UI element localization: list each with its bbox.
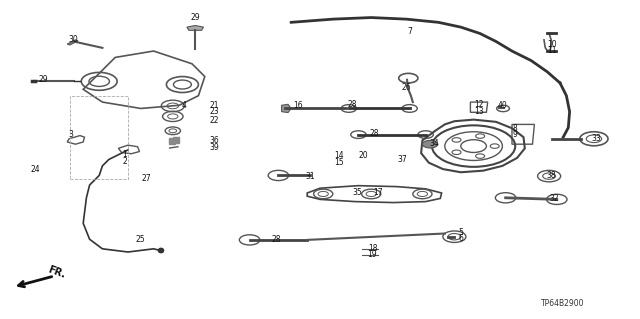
Text: 29: 29	[190, 13, 200, 22]
Text: 29: 29	[38, 75, 49, 84]
Polygon shape	[67, 40, 78, 45]
Text: 21: 21	[210, 101, 219, 110]
Text: 5: 5	[458, 228, 463, 237]
Text: 30: 30	[68, 35, 79, 44]
Polygon shape	[282, 104, 291, 113]
Text: 13: 13	[474, 107, 484, 115]
Text: 12: 12	[474, 100, 483, 109]
Text: 3: 3	[68, 130, 73, 139]
Circle shape	[422, 140, 438, 148]
Text: 6: 6	[458, 234, 463, 243]
Text: 38: 38	[547, 171, 557, 180]
Text: 28: 28	[272, 235, 281, 244]
Text: 37: 37	[397, 155, 407, 164]
Text: 40: 40	[497, 101, 508, 110]
Polygon shape	[187, 26, 204, 30]
Text: 34: 34	[429, 139, 439, 148]
Text: 22: 22	[210, 116, 219, 125]
Text: 25: 25	[136, 235, 146, 244]
Text: 26: 26	[401, 83, 412, 92]
Text: 17: 17	[372, 189, 383, 197]
Text: 36: 36	[209, 137, 220, 145]
Text: 35: 35	[352, 189, 362, 197]
Text: 8: 8	[513, 124, 518, 133]
Text: 32: 32	[549, 194, 559, 203]
Text: FR.: FR.	[46, 264, 67, 279]
Text: 24: 24	[30, 165, 40, 174]
Text: 15: 15	[334, 158, 344, 167]
Text: 4: 4	[182, 101, 187, 110]
Text: 18: 18	[368, 244, 377, 253]
Text: 20: 20	[358, 151, 369, 160]
Text: 19: 19	[367, 250, 378, 259]
Text: 31: 31	[305, 172, 316, 181]
Text: 23: 23	[209, 107, 220, 116]
Text: 27: 27	[141, 174, 151, 182]
Text: 11: 11	[547, 46, 556, 55]
Text: 28: 28	[370, 129, 379, 138]
Text: TP64B2900: TP64B2900	[541, 299, 585, 308]
Text: 16: 16	[292, 101, 303, 110]
Text: 33: 33	[591, 134, 602, 143]
Text: 14: 14	[334, 151, 344, 160]
Text: 39: 39	[209, 143, 220, 152]
Text: 9: 9	[513, 130, 518, 139]
Text: 7: 7	[407, 27, 412, 36]
Text: 2: 2	[122, 157, 127, 166]
Text: 10: 10	[547, 40, 557, 48]
Text: 1: 1	[122, 150, 127, 159]
Text: 28: 28	[348, 100, 356, 109]
